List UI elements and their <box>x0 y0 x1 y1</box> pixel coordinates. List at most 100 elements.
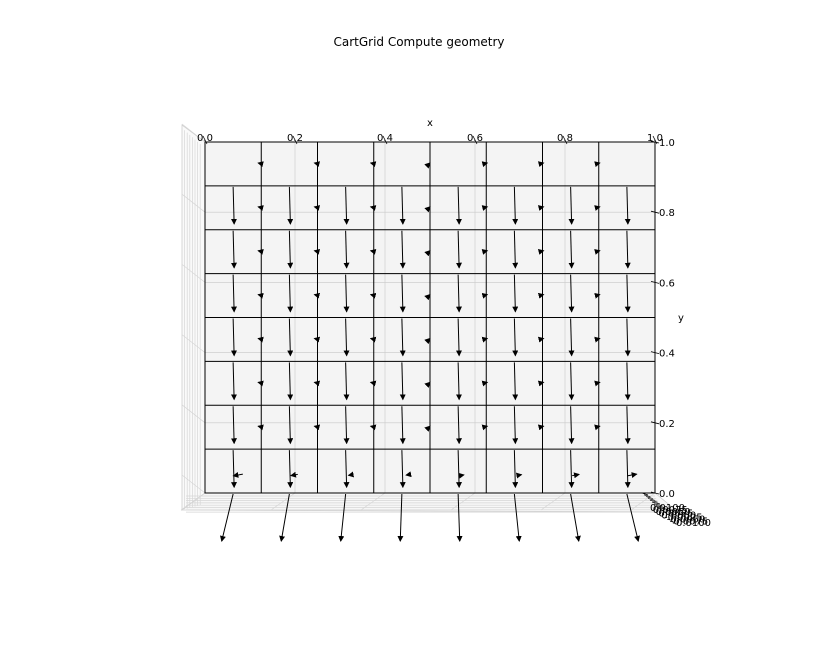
edge-small-arrow <box>481 248 489 255</box>
edge-small-arrow <box>369 336 377 343</box>
face-normal-arrow <box>287 450 294 489</box>
x-tick-mark <box>472 135 478 145</box>
edge-small-arrow <box>313 292 321 299</box>
face-normal-arrow <box>568 318 575 357</box>
x-tick-label: 0.6 <box>467 133 483 144</box>
edge-small-arrow <box>257 248 264 255</box>
edge-normal-arrow <box>290 471 298 478</box>
face-normal-arrow <box>568 450 575 489</box>
z-tick-label: -0.0100 <box>672 518 711 529</box>
edge-small-arrow <box>313 161 321 168</box>
edge-small-arrow <box>369 380 377 387</box>
edge-small-arrow <box>594 424 601 431</box>
face-normal-arrow <box>343 362 350 401</box>
y-tick-mark <box>650 140 660 144</box>
depth-grid-line <box>181 404 206 424</box>
edge-normal-arrow <box>347 471 355 478</box>
bottom-face-arrow <box>220 493 234 542</box>
face-normal-arrow <box>287 362 294 401</box>
z-tick-label: 0.0050 <box>656 507 691 518</box>
z-tick-mark <box>655 505 665 508</box>
face-normal-arrow <box>512 186 519 225</box>
z-tick-label: 0.0075 <box>653 505 688 516</box>
edge-small-arrow <box>313 248 321 255</box>
y-tick-label: 1.0 <box>659 138 675 149</box>
face-normal-arrow <box>399 362 406 401</box>
face-normal-arrow <box>624 186 631 225</box>
face-normal-arrow <box>568 186 575 225</box>
face-normal-arrow <box>455 362 462 401</box>
face-normal-arrow <box>512 450 519 489</box>
y-axis-label: y <box>678 313 684 324</box>
edge-small-arrow <box>594 205 601 211</box>
face-normal-arrow <box>343 186 350 225</box>
edge-small-arrow <box>594 248 601 255</box>
bottom-face-arrow <box>513 493 522 542</box>
face-normal-arrow <box>230 230 237 269</box>
edge-small-arrow <box>537 380 545 387</box>
edge-small-arrow <box>481 380 489 387</box>
z-tick-label: 0.0025 <box>658 509 693 520</box>
depth-grid-line <box>181 123 206 143</box>
edge-small-arrow <box>369 424 377 431</box>
edge-small-arrow <box>313 424 321 431</box>
x-tick-mark <box>562 135 568 145</box>
edge-small-arrow <box>424 206 431 213</box>
face-normal-arrow <box>512 230 519 269</box>
depth-grid-line <box>181 264 206 283</box>
edge-small-arrow <box>369 205 377 211</box>
edge-small-arrow <box>424 425 431 432</box>
edge-small-arrow <box>537 336 545 343</box>
edge-small-arrow <box>481 336 489 343</box>
face-normal-arrow <box>230 186 237 225</box>
z-tick-mark <box>651 501 661 505</box>
edge-normal-arrow <box>572 472 580 479</box>
y-tick-mark <box>650 210 660 214</box>
face-normal-arrow <box>399 406 406 445</box>
depth-grid-line <box>270 492 296 511</box>
z-tick-label: -0.0075 <box>670 516 709 527</box>
depth-grid-line <box>450 492 476 511</box>
face-normal-arrow <box>287 186 294 225</box>
face-normal-arrow <box>399 318 406 357</box>
y-tick-label: 0.6 <box>659 278 675 289</box>
edge-small-arrow <box>369 248 377 255</box>
z-tick-mark <box>653 503 663 507</box>
depth-grid-line <box>181 193 206 213</box>
edge-small-arrow <box>481 161 489 168</box>
depth-grid-line <box>180 492 206 511</box>
left-pane <box>181 124 206 511</box>
edge-small-arrow <box>594 292 601 299</box>
z-tick-mark <box>641 492 649 496</box>
face-normal-arrow <box>568 362 575 401</box>
y-tick-mark <box>650 351 660 354</box>
face-normal-arrow <box>455 406 462 445</box>
z-axis-ticks: 0.01000.00750.00500.00250.0000-0.0025-0.… <box>641 492 711 529</box>
chart-title: CartGrid Compute geometry <box>333 35 504 49</box>
edge-small-arrow <box>369 161 377 168</box>
face-normal-arrow <box>343 406 350 445</box>
y-tick-mark <box>650 421 660 425</box>
quiver-arrows <box>220 161 640 542</box>
edge-small-arrow <box>257 336 264 343</box>
face-normal-arrow <box>568 274 575 313</box>
face-normal-arrow <box>343 274 350 313</box>
z-tick-label: -0.0025 <box>664 513 703 524</box>
face-normal-arrow <box>230 362 237 401</box>
depth-grid-line <box>360 492 386 511</box>
face-normal-arrow <box>230 406 237 445</box>
edge-small-arrow <box>313 205 321 211</box>
z-tick-mark <box>645 496 653 499</box>
face-normal-arrow <box>455 230 462 269</box>
bottom-face-arrow <box>338 493 347 542</box>
face-normal-arrow <box>343 450 350 489</box>
y-tick-mark <box>650 491 660 495</box>
edge-small-arrow <box>369 292 377 299</box>
bottom-face-arrow <box>397 493 404 542</box>
face-normal-arrow <box>287 318 294 357</box>
x-tick-mark <box>292 135 298 145</box>
face-normal-arrow <box>624 230 631 269</box>
face-normal-arrow <box>343 318 350 357</box>
face-normal-arrow <box>399 186 406 225</box>
y-tick-label: 0.8 <box>659 208 675 219</box>
